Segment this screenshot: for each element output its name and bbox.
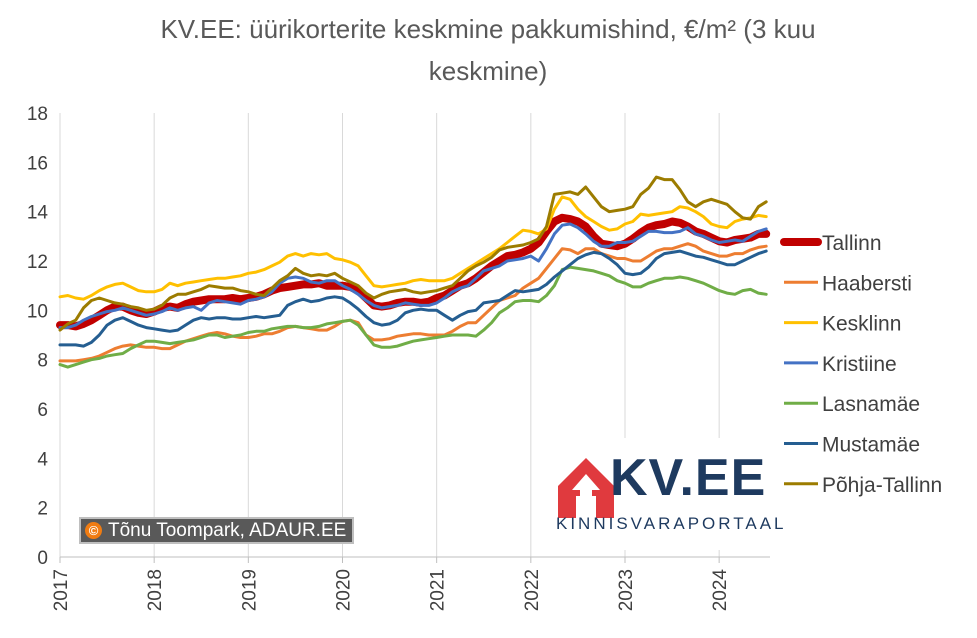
series-line-4	[58, 222, 768, 330]
y-tick-label: 2	[37, 499, 48, 520]
y-tick-label: 4	[37, 449, 48, 470]
house-arrow-icon	[558, 458, 614, 518]
y-tick-label: 6	[37, 400, 48, 421]
axes: 2017 2018 2019 2020 2021 2022 2023 2024 0 2 4 6 8 10 1…	[27, 104, 770, 611]
chart-title-line-2: keskmine)	[429, 56, 547, 86]
series-line-5	[58, 265, 768, 369]
kv-ee-logo: KV.EE KINNISVARAPORTAAL	[548, 438, 784, 550]
series-line-6	[58, 249, 768, 348]
legend-label: Tallinn	[822, 232, 882, 255]
legend-label: Haabersti	[822, 272, 912, 295]
logo-tagline: KINNISVARAPORTAAL	[556, 514, 787, 533]
series-line-3	[58, 195, 768, 301]
series-line-1	[56, 213, 771, 331]
series-line-2	[58, 242, 768, 363]
y-tick-label: 10	[27, 301, 48, 322]
series-lines	[56, 175, 771, 369]
legend-label: Kesklinn	[822, 313, 901, 336]
y-tick-label: 16	[27, 153, 48, 174]
x-tick-label: 2021	[428, 569, 449, 611]
y-tick-label: 0	[37, 548, 48, 569]
y-tick-label: 14	[27, 203, 49, 224]
x-tick-label: 2020	[333, 569, 354, 611]
y-tick-label: 12	[27, 252, 48, 273]
logo-wordmark: KV.EE	[610, 449, 767, 507]
x-tick-label: 2018	[145, 569, 166, 611]
copyright-icon: ©	[85, 522, 102, 539]
copyright-credit: © Tõnu Toompark, ADAUR.EE	[79, 517, 355, 544]
credit-text: Tõnu Toompark, ADAUR.EE	[108, 519, 347, 541]
legend-label: Põhja-Tallinn	[822, 474, 942, 497]
x-tick-label: 2023	[616, 569, 637, 611]
x-tick-label: 2024	[710, 569, 731, 612]
y-tick-label: 18	[27, 104, 48, 125]
x-tick-label: 2022	[522, 569, 543, 611]
legend-label: Kristiine	[822, 353, 897, 376]
series-line-7	[58, 175, 768, 332]
legend-label: Lasnamäe	[822, 393, 920, 416]
y-tick-label: 8	[37, 351, 48, 372]
x-tick-label: 2017	[51, 569, 72, 611]
legend: Tallinn Haabersti Kesklinn Kristiine Lasnamä…	[780, 232, 942, 497]
chart-title-line-1: KV.EE: üürikorterite keskmine pakkumishi…	[160, 14, 815, 44]
x-tick-label: 2019	[239, 569, 260, 611]
legend-label: Mustamäe	[822, 434, 920, 457]
